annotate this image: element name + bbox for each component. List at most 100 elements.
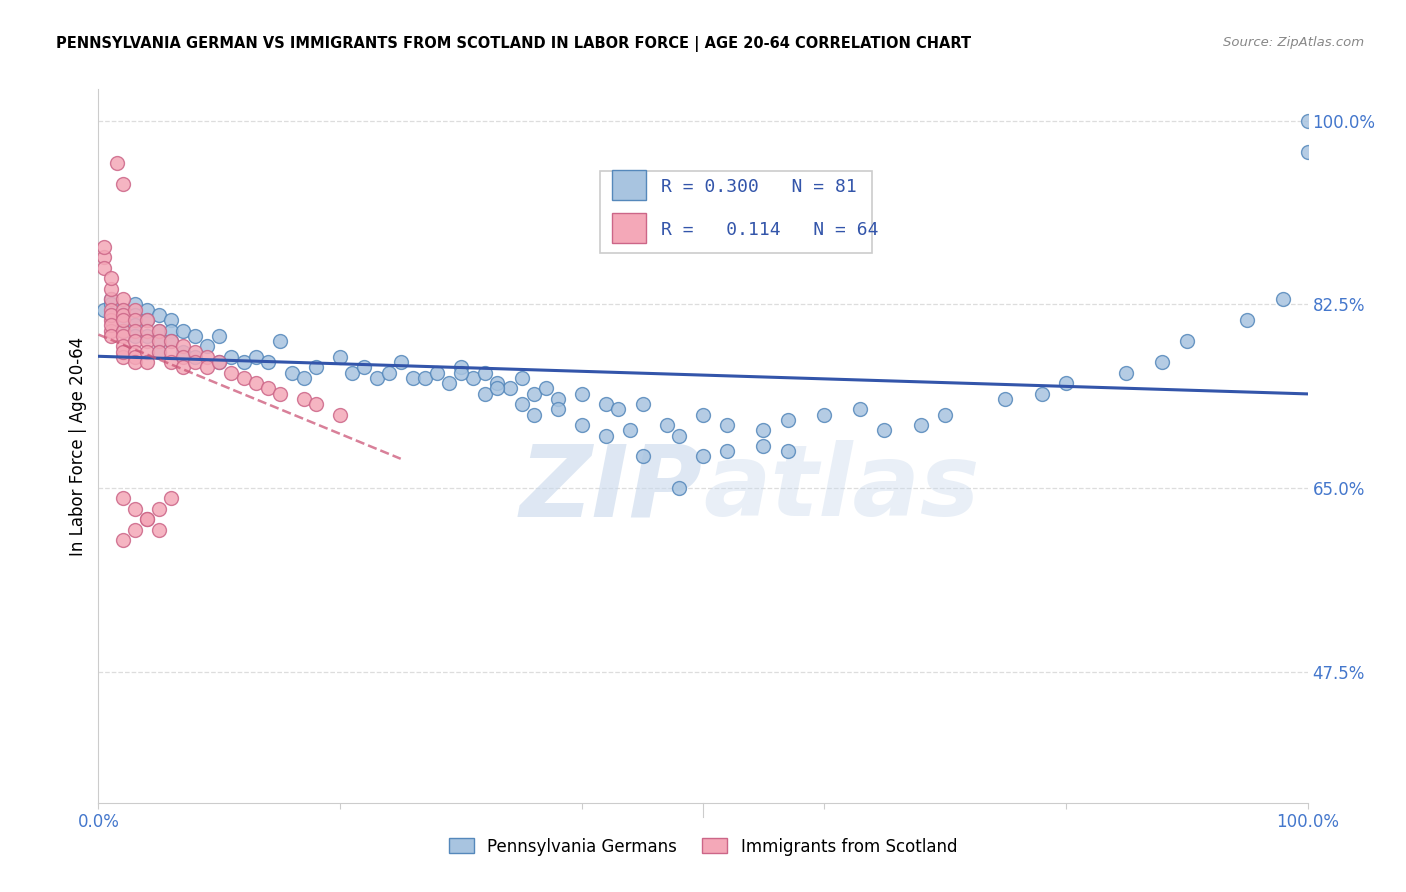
- Point: [124, 302, 146, 317]
- Point: [245, 376, 267, 390]
- Point: [184, 355, 207, 369]
- FancyBboxPatch shape: [613, 169, 647, 200]
- Point: [450, 360, 472, 375]
- Point: [160, 355, 183, 369]
- Point: [595, 428, 617, 442]
- Point: [245, 350, 267, 364]
- Point: [111, 533, 134, 548]
- Point: [93, 260, 115, 275]
- Point: [111, 324, 134, 338]
- Point: [124, 344, 146, 359]
- Point: [208, 355, 231, 369]
- Point: [619, 423, 641, 437]
- Point: [402, 371, 425, 385]
- Point: [413, 371, 436, 385]
- Point: [269, 334, 291, 348]
- Point: [111, 308, 134, 322]
- Point: [195, 350, 218, 364]
- Point: [93, 302, 115, 317]
- Point: [269, 386, 291, 401]
- Point: [111, 302, 134, 317]
- Point: [100, 297, 122, 311]
- Point: [1152, 355, 1174, 369]
- Point: [93, 239, 115, 253]
- Point: [571, 386, 593, 401]
- Point: [160, 334, 183, 348]
- Point: [463, 371, 485, 385]
- Point: [232, 355, 254, 369]
- Point: [135, 313, 157, 327]
- Point: [1054, 376, 1077, 390]
- Point: [100, 328, 122, 343]
- Point: [752, 423, 775, 437]
- Point: [172, 360, 194, 375]
- Point: [195, 360, 218, 375]
- Point: [292, 392, 315, 406]
- Point: [184, 328, 207, 343]
- Point: [547, 402, 569, 417]
- Point: [111, 177, 134, 191]
- Point: [100, 292, 122, 306]
- Text: ZIP: ZIP: [520, 441, 703, 537]
- Point: [172, 350, 194, 364]
- Point: [105, 155, 128, 169]
- Point: [631, 397, 654, 411]
- Point: [366, 371, 388, 385]
- Point: [148, 344, 170, 359]
- Point: [100, 324, 122, 338]
- Point: [256, 381, 278, 395]
- Point: [148, 344, 170, 359]
- Point: [1296, 145, 1319, 160]
- Point: [692, 450, 714, 464]
- Point: [232, 371, 254, 385]
- Point: [692, 408, 714, 422]
- Point: [160, 334, 183, 348]
- Point: [547, 392, 569, 406]
- Point: [1236, 313, 1258, 327]
- Point: [184, 344, 207, 359]
- Point: [389, 355, 412, 369]
- Point: [160, 313, 183, 327]
- Point: [93, 250, 115, 264]
- Point: [305, 360, 328, 375]
- Point: [148, 324, 170, 338]
- Point: [148, 308, 170, 322]
- Point: [910, 417, 932, 432]
- Point: [135, 512, 157, 526]
- Point: [486, 381, 509, 395]
- Point: [111, 313, 134, 327]
- Point: [111, 491, 134, 506]
- Point: [135, 302, 157, 317]
- Point: [172, 324, 194, 338]
- Point: [437, 376, 460, 390]
- Point: [148, 334, 170, 348]
- Point: [135, 324, 157, 338]
- Point: [100, 271, 122, 285]
- Point: [135, 334, 157, 348]
- Point: [595, 397, 617, 411]
- Text: atlas: atlas: [703, 441, 980, 537]
- Point: [124, 328, 146, 343]
- Point: [135, 344, 157, 359]
- Text: PENNSYLVANIA GERMAN VS IMMIGRANTS FROM SCOTLAND IN LABOR FORCE | AGE 20-64 CORRE: PENNSYLVANIA GERMAN VS IMMIGRANTS FROM S…: [56, 36, 972, 52]
- Point: [329, 350, 352, 364]
- Point: [668, 428, 690, 442]
- Point: [1296, 113, 1319, 128]
- Point: [100, 313, 122, 327]
- Point: [124, 502, 146, 516]
- Point: [256, 355, 278, 369]
- Point: [135, 512, 157, 526]
- Point: [124, 308, 146, 322]
- Point: [100, 318, 122, 333]
- Point: [111, 324, 134, 338]
- Point: [510, 371, 533, 385]
- Point: [148, 324, 170, 338]
- Point: [849, 402, 872, 417]
- Point: [124, 297, 146, 311]
- Point: [124, 313, 146, 327]
- Point: [160, 344, 183, 359]
- FancyBboxPatch shape: [600, 171, 872, 253]
- Point: [111, 328, 134, 343]
- Point: [100, 302, 122, 317]
- Point: [353, 360, 375, 375]
